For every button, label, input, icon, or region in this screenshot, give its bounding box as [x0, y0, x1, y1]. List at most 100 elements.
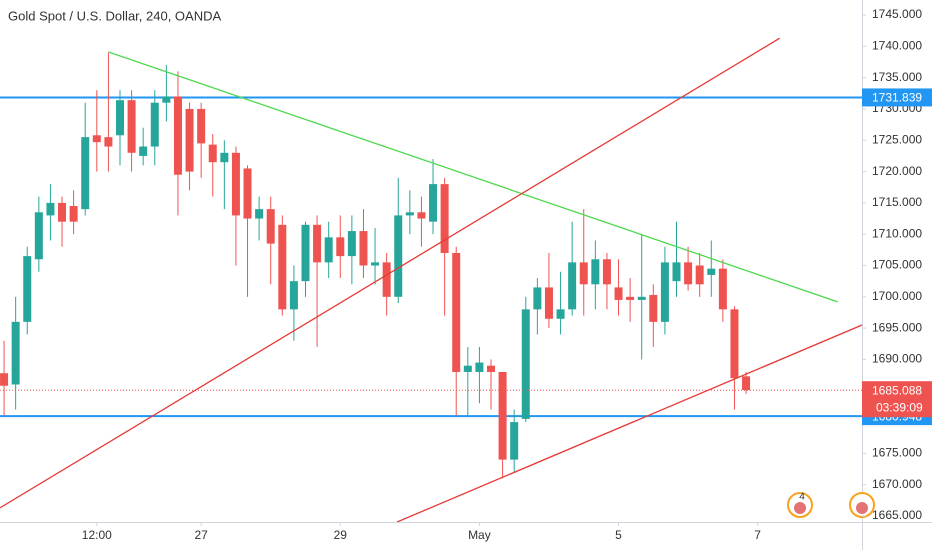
candle-body	[521, 309, 530, 419]
candle-body	[417, 212, 426, 219]
candle-body	[243, 168, 252, 219]
y-tick-label: 1735.000	[872, 70, 922, 84]
events-badge: 4	[787, 492, 875, 518]
y-tick-label: 1690.000	[872, 352, 922, 366]
candle-body	[382, 262, 391, 297]
candle-body	[718, 268, 727, 310]
candle-body	[313, 224, 322, 263]
plot	[0, 37, 862, 522]
candle-body	[684, 262, 693, 285]
candle-body	[197, 108, 206, 144]
y-tick-label: 1705.000	[872, 258, 922, 272]
candle-body	[278, 224, 287, 310]
candle-body	[150, 102, 159, 147]
candle-body	[626, 296, 635, 300]
candle-body	[289, 281, 298, 310]
candle-body	[359, 231, 368, 266]
candle-body	[231, 152, 240, 216]
y-tick-label: 1745.000	[872, 7, 922, 21]
trend-line	[108, 51, 838, 303]
x-tick-label: 7	[754, 528, 761, 542]
x-tick-label: 12:00	[82, 528, 112, 542]
candle-body	[568, 262, 577, 310]
badge-flag	[794, 502, 806, 514]
candle-body	[498, 371, 507, 460]
candle-body	[81, 137, 90, 210]
x-tick-label: 29	[334, 528, 348, 542]
candle-body	[579, 262, 588, 285]
candle-body	[556, 309, 565, 319]
last-price-box	[862, 381, 932, 418]
candle-body	[695, 265, 704, 285]
candle-body	[371, 262, 380, 266]
candle-body	[486, 365, 495, 372]
y-tick-label: 1670.000	[872, 477, 922, 491]
candle-body	[336, 237, 345, 257]
candle-body	[463, 365, 472, 372]
y-tick-label: 1725.000	[872, 132, 922, 146]
y-tick-label: 1700.000	[872, 289, 922, 303]
candle-body	[533, 287, 542, 310]
candle-body	[649, 294, 658, 322]
candle-body	[58, 202, 67, 222]
last-price-label: 1685.088	[872, 383, 922, 397]
candle-body	[405, 212, 414, 216]
candle-body	[440, 184, 449, 253]
candle-body	[510, 422, 519, 460]
candle-body	[0, 373, 9, 386]
candle-body	[614, 287, 623, 300]
candle-body	[429, 184, 438, 222]
x-tick-label: May	[468, 528, 491, 542]
candle-body	[255, 209, 264, 219]
badge-count: 4	[799, 492, 805, 503]
y-tick-label: 1695.000	[872, 320, 922, 334]
y-tick-label: 1665.000	[872, 508, 922, 522]
level-label-box	[862, 88, 932, 107]
y-tick-label: 1675.000	[872, 446, 922, 460]
y-tick-label: 1740.000	[872, 39, 922, 53]
candle-body	[127, 100, 136, 153]
candle-body	[591, 259, 600, 285]
candle-body	[115, 100, 124, 136]
candle-body	[220, 152, 229, 163]
badge-flag	[856, 502, 868, 514]
candle-body	[452, 252, 461, 372]
candle-body	[637, 296, 646, 300]
candle-body	[742, 376, 751, 391]
candle-body	[34, 212, 43, 260]
candle-body	[11, 321, 20, 385]
candle-body	[394, 215, 403, 297]
candle-body	[730, 309, 739, 379]
candle-body	[46, 202, 55, 216]
candle-body	[162, 96, 171, 103]
x-tick-label: 27	[194, 528, 208, 542]
candle-body	[660, 262, 669, 322]
trend-line	[396, 324, 862, 522]
candle-body	[23, 256, 32, 322]
chart-title: Gold Spot / U.S. Dollar, 240, OANDA	[8, 8, 221, 23]
candle-body	[475, 362, 484, 372]
candle-body	[324, 237, 333, 263]
candle-body	[92, 135, 101, 143]
candle-body	[185, 108, 194, 172]
candle-body	[602, 259, 611, 285]
candle-body	[266, 209, 275, 244]
candle-body	[69, 206, 78, 222]
candle-body	[347, 231, 356, 257]
candle-body	[301, 224, 310, 282]
candle-body	[104, 137, 113, 147]
y-tick-label: 1715.000	[872, 195, 922, 209]
trend-line	[0, 37, 781, 509]
y-tick-label: 1710.000	[872, 226, 922, 240]
candle-body	[208, 144, 217, 163]
level-label: 1731.839	[872, 91, 922, 105]
candle-body	[707, 268, 716, 275]
y-tick-label: 1720.000	[872, 164, 922, 178]
candle-body	[544, 287, 553, 319]
candle-body	[173, 96, 182, 175]
x-tick-label: 5	[615, 528, 622, 542]
candle-body	[672, 262, 681, 282]
